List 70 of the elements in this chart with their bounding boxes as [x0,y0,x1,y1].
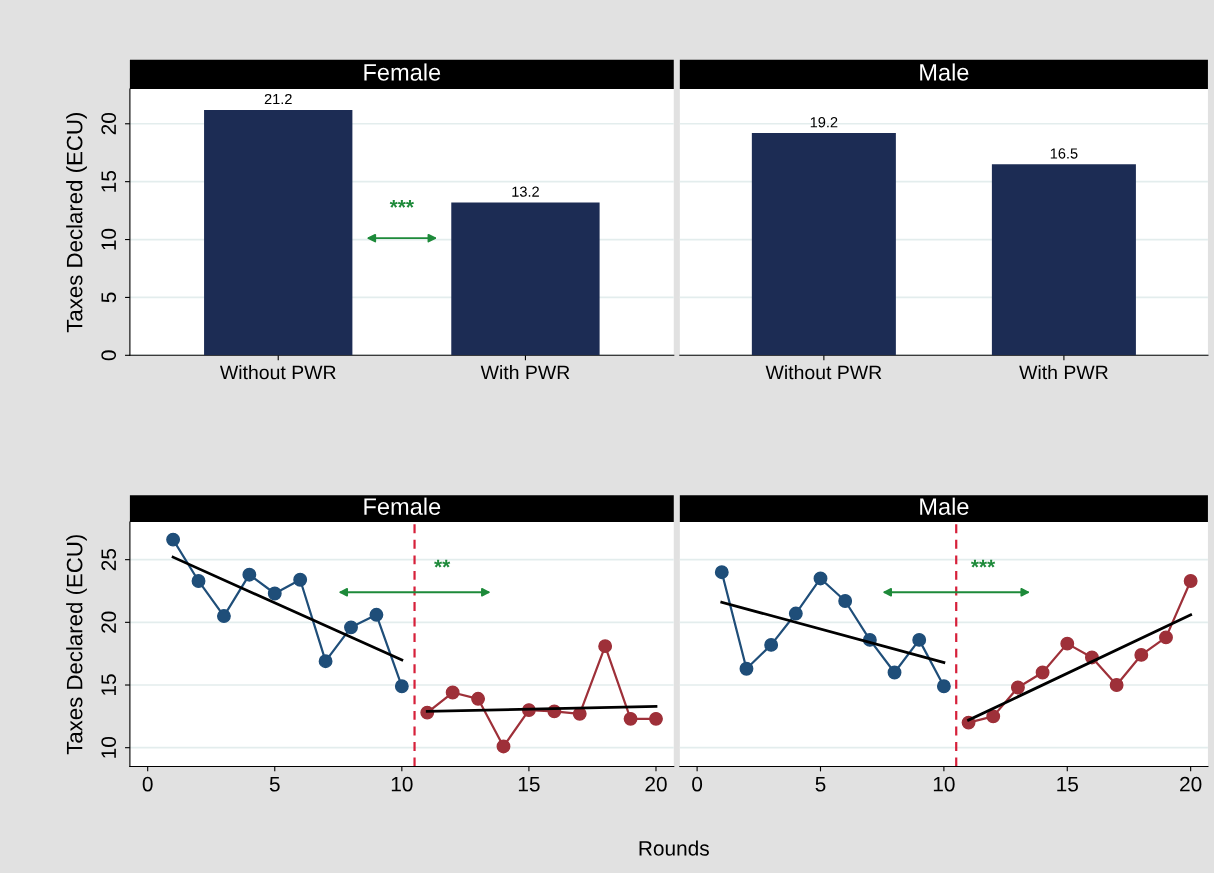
chart-title: Male [920,63,969,81]
x-axis-title: Rounds [639,840,709,856]
point [936,679,951,694]
x-tick-label: 20 [1180,776,1202,792]
point [369,607,384,622]
point [714,565,729,580]
point [1010,680,1025,695]
data-label: 21.2 [264,93,292,105]
y-tick-label: 10 [101,736,117,758]
point [267,586,282,601]
point [1109,678,1124,692]
annotation: *** [389,199,414,208]
y-tick-label: 5 [101,292,117,303]
point [1035,665,1050,680]
y-tick-label: 15 [101,674,117,696]
point [813,571,828,586]
y-tick-label: 15 [101,170,117,192]
point [649,711,663,726]
x-tick-label: With PWR [480,365,570,380]
x-tick-label: Without PWR [219,365,336,380]
point [986,709,1001,724]
point [764,637,779,652]
point [166,532,181,547]
point [191,574,206,588]
annotation: ** [434,559,451,568]
x-tick-label: 20 [645,776,667,792]
point [1183,574,1198,588]
y-axis-title: Taxes Declared (ECU) [66,535,87,755]
point [598,639,613,654]
x-tick-label: 0 [692,776,703,792]
point [1134,647,1149,662]
x-tick-label: 15 [1057,776,1078,792]
y-tick-label: 25 [101,548,117,571]
x-tick-label: 10 [933,776,955,792]
y-tick-label: 0 [101,350,117,361]
point [1060,636,1075,651]
data-label: 13.2 [512,186,539,197]
x-tick-label: 5 [269,776,280,792]
point [496,739,511,754]
point [788,606,803,621]
point [293,572,308,587]
point [344,620,358,635]
point [242,567,257,582]
y-tick-label: 20 [101,113,117,135]
x-tick-label: 15 [518,776,540,792]
annotation: *** [970,559,996,568]
x-tick-label: With PWR [1019,365,1108,380]
point [445,685,460,700]
point [887,665,902,680]
x-tick-label: 5 [815,776,826,792]
x-tick-label: 0 [142,776,153,792]
x-tick-label: Without PWR [765,365,882,380]
y-tick-label: 20 [101,611,117,633]
point [394,679,409,694]
data-label: 16.5 [1050,148,1078,159]
point [216,609,231,624]
point [471,691,486,706]
point [912,632,927,647]
point [318,654,333,669]
data-label: 19.2 [810,117,838,128]
point [838,594,853,608]
point [739,661,754,676]
chart-title: Male [920,497,969,515]
point [623,711,638,726]
y-axis-title: Taxes Declared (ECU) [66,113,87,333]
y-tick-label: 10 [101,228,117,250]
point [1159,630,1173,645]
chart-title: Female [364,497,441,515]
x-tick-label: 10 [391,776,413,792]
chart-title: Female [364,63,441,81]
